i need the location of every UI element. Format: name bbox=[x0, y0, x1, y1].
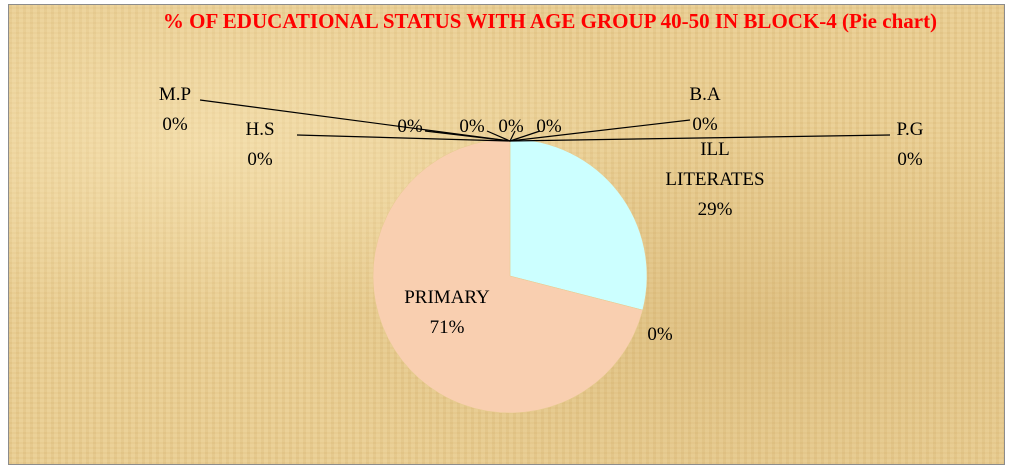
value-label: 0% bbox=[897, 149, 923, 170]
pie-slice bbox=[372, 138, 644, 414]
leader-line bbox=[509, 130, 541, 142]
value-label: 29% bbox=[697, 199, 733, 220]
value-label: 0% bbox=[647, 324, 673, 345]
value-label: 0% bbox=[397, 116, 423, 137]
leader-line bbox=[509, 130, 516, 142]
value-label: 0% bbox=[536, 116, 562, 137]
slice-label: 0% bbox=[452, 112, 492, 142]
slice-label: 0% bbox=[390, 112, 430, 142]
category-label: PRIMARY bbox=[404, 287, 490, 308]
value-label: 0% bbox=[162, 114, 188, 135]
value-label: 71% bbox=[429, 317, 465, 338]
slice-label: P.G 0% bbox=[880, 115, 940, 175]
leader-line bbox=[296, 134, 511, 142]
slice-label: B.A 0% bbox=[675, 80, 735, 140]
value-label: 0% bbox=[247, 149, 273, 170]
slice-label: 0% bbox=[630, 320, 690, 350]
category-label: M.P bbox=[158, 84, 192, 105]
category-label: B.A bbox=[689, 84, 721, 105]
slice-label: 0% bbox=[491, 112, 531, 142]
leader-line bbox=[486, 130, 511, 142]
slice-label: M.P 0% bbox=[145, 80, 205, 140]
leader-line bbox=[509, 134, 891, 142]
category-label: ILL LITERATES bbox=[665, 139, 765, 190]
slice-label: H.S 0% bbox=[230, 115, 290, 175]
slice-label: PRIMARY 71% bbox=[377, 283, 517, 343]
value-label: 0% bbox=[459, 116, 485, 137]
leader-line bbox=[424, 130, 511, 142]
leader-line bbox=[199, 99, 511, 142]
category-label: H.S bbox=[245, 119, 275, 140]
slice-label: 0% bbox=[529, 112, 569, 142]
chart-title: % OF EDUCATIONAL STATUS WITH AGE GROUP 4… bbox=[162, 9, 938, 33]
value-label: 0% bbox=[692, 114, 718, 135]
leader-line bbox=[509, 119, 691, 142]
pie-slice bbox=[509, 138, 648, 311]
value-label: 0% bbox=[498, 116, 524, 137]
slice-label: ILL LITERATES 29% bbox=[660, 135, 770, 225]
category-label: P.G bbox=[896, 119, 924, 140]
